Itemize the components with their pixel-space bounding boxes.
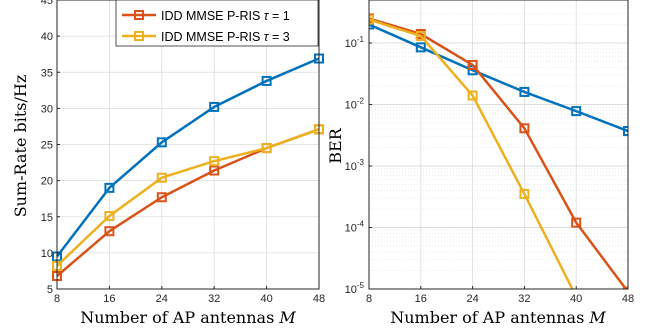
right-y-ticks: 10-5 10-4 10-3 10-2 10-1	[345, 35, 372, 296]
left-x-tick-label: 40	[260, 293, 272, 305]
right-y-tick-label: 10-5	[345, 281, 365, 296]
left-y-tick-label: 15	[41, 212, 53, 224]
right-x-tick-label: 16	[415, 293, 427, 305]
right-y-axis-label: BER	[326, 127, 345, 163]
right-series-3-point	[369, 14, 374, 25]
left-series-1-point	[261, 75, 272, 86]
left-y-axis-label: Sum-Rate bits/Hz	[11, 75, 30, 218]
right-x-tick-label: 40	[570, 293, 582, 305]
left-series-2-point	[156, 192, 167, 203]
legend-marker-tau1	[134, 10, 144, 20]
left-y-tick-label: 45	[41, 0, 53, 7]
left-y-ticks: 5 10 15 20 25 30 35 40 45	[41, 0, 60, 296]
left-series-3-point	[209, 156, 220, 167]
right-series-1-point	[623, 126, 628, 137]
right-series-line-1	[369, 23, 628, 133]
legend: IDD MMSE P-RIS τ = 1 IDD MMSE P-RIS τ = …	[115, 0, 319, 47]
left-y-tick-label: 30	[41, 103, 53, 115]
left-series-1-point	[104, 182, 115, 193]
legend-label-tau1: IDD MMSE P-RIS τ = 1	[161, 9, 290, 23]
left-x-tick-label: 32	[208, 293, 220, 305]
sum-rate-plot: 8 16 24 32 40 48 5 10 15 20 25 30 35 40 45 Number of …	[11, 0, 325, 327]
left-x-tick-label: 48	[313, 293, 325, 305]
ber-plot: 8 16 24 32 40 48 10-5 10-4 10-3 10-2 10-1 Number …	[326, 0, 634, 327]
left-y-tick-label: 25	[41, 140, 53, 152]
left-x-ticks: 8 16 24 32 40 48	[54, 286, 325, 305]
left-y-tick-label: 40	[41, 31, 53, 43]
right-series	[369, 13, 628, 289]
right-y-tick-label: 10-4	[345, 219, 365, 234]
left-x-tick-label: 8	[54, 293, 60, 305]
left-series-1-point	[209, 101, 220, 112]
right-series-3-point	[415, 30, 426, 41]
right-x-ticks: 8 16 24 32 40 48	[366, 286, 634, 305]
left-series-2-point	[209, 165, 220, 176]
right-series-1-point	[415, 42, 426, 53]
left-series-line-1	[56, 57, 320, 258]
right-series-line-2	[369, 17, 628, 289]
legend-marker-tau3	[134, 31, 144, 41]
right-grid	[369, 0, 628, 290]
right-x-tick-label: 48	[622, 293, 634, 305]
left-series-3-point	[261, 143, 272, 154]
left-series-3-point	[104, 211, 115, 222]
left-x-tick-label: 24	[156, 293, 168, 305]
right-series-1-point	[571, 106, 582, 117]
right-x-tick-label: 8	[366, 293, 372, 305]
right-series-3-point	[467, 90, 478, 101]
right-series-line-3	[369, 18, 574, 289]
right-x-tick-label: 24	[466, 293, 478, 305]
right-plot-frame	[368, 0, 629, 290]
left-x-tick-label: 16	[103, 293, 115, 305]
legend-box	[115, 0, 319, 47]
right-x-axis-label: Number of AP antennas M	[390, 308, 606, 327]
right-y-tick-label: 10-1	[345, 35, 365, 50]
right-series-2-point	[519, 123, 530, 134]
right-series-2-point	[571, 217, 582, 228]
left-series-1-point	[156, 137, 167, 148]
left-y-tick-label: 10	[41, 248, 53, 260]
left-y-tick-label: 5	[47, 284, 53, 296]
right-series-3-point	[519, 189, 530, 200]
left-x-axis-label: Number of AP antennas M	[80, 308, 296, 327]
left-series-2-point	[104, 226, 115, 237]
right-series-1-point	[519, 86, 530, 97]
right-x-tick-label: 32	[518, 293, 530, 305]
legend-label-tau3: IDD MMSE P-RIS τ = 3	[161, 30, 290, 44]
left-series-line-3	[56, 128, 320, 267]
legend-entry-tau1: IDD MMSE P-RIS τ = 1	[122, 9, 290, 23]
right-y-tick-label: 10-2	[345, 96, 365, 111]
legend-entry-tau3: IDD MMSE P-RIS τ = 3	[122, 30, 290, 44]
left-y-tick-label: 20	[41, 176, 53, 188]
right-series-2-point	[467, 59, 478, 70]
left-y-tick-label: 35	[41, 67, 53, 79]
left-series-3-point	[156, 172, 167, 183]
right-y-tick-label: 10-3	[345, 158, 365, 173]
